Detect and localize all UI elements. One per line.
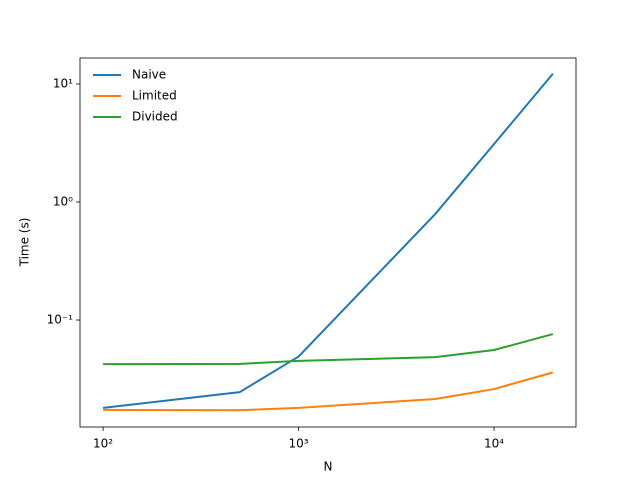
legend-label: Naive (132, 68, 166, 82)
x-axis-label: N (324, 460, 333, 474)
x-tick-label: 10² (93, 437, 113, 451)
y-tick-label: 10⁻¹ (47, 313, 74, 327)
legend-label: Divided (132, 110, 178, 124)
x-tick-label: 10³ (289, 437, 309, 451)
y-tick-label: 10⁰ (53, 194, 73, 208)
line-series (103, 371, 554, 412)
legend-label: Limited (132, 89, 177, 103)
x-tick-label: 10⁴ (484, 437, 504, 451)
y-axis-label: Time (s) (18, 218, 32, 268)
line-series (103, 333, 554, 366)
y-tick-label: 10¹ (53, 76, 73, 90)
plot-frame (79, 57, 577, 428)
line-series (102, 73, 554, 409)
